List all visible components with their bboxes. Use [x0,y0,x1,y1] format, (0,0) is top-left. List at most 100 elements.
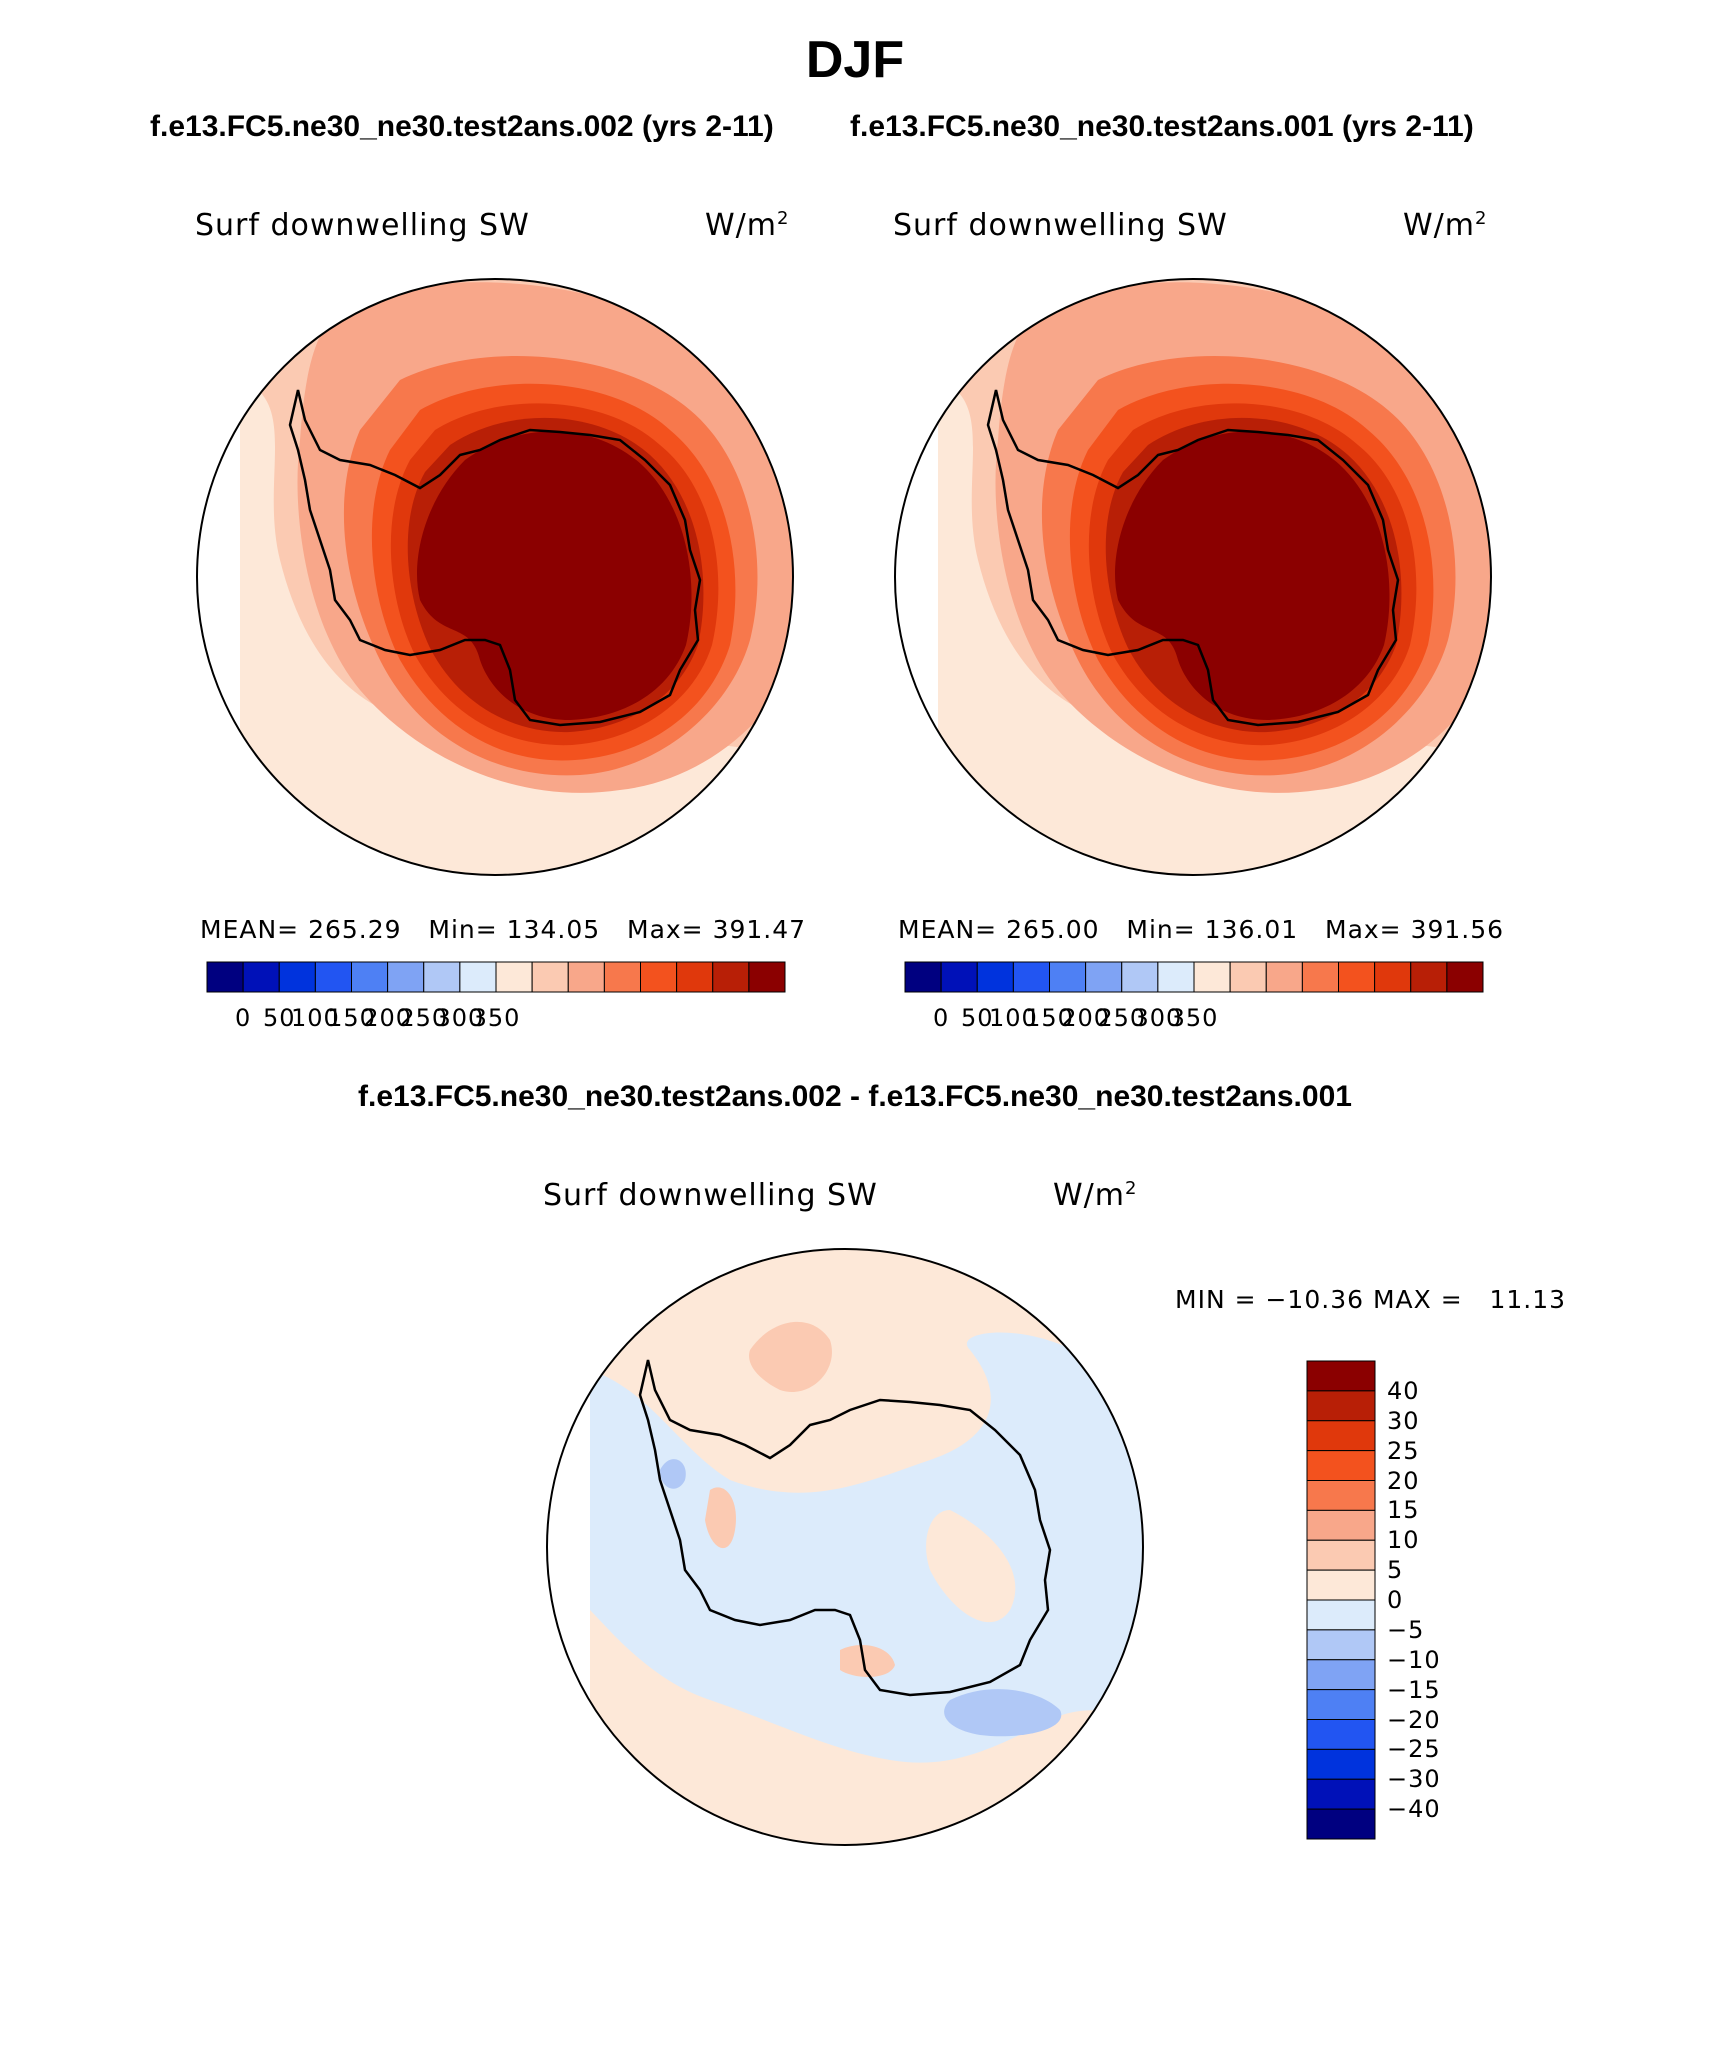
colorbar-tick-label: 30 [1387,1406,1420,1435]
colorbar-swatch [1306,1509,1376,1541]
colorbar-swatch [1306,1778,1376,1810]
colorbar-swatch [976,961,1014,993]
colorbar-tick-label: 20 [1387,1466,1420,1495]
colorbar-tick-label: −5 [1387,1615,1425,1644]
colorbar-swatch [351,961,389,993]
colorbar-tick-label: −40 [1387,1795,1441,1824]
colorbar-swatch [1306,1599,1376,1631]
case-title-left: f.e13.FC5.ne30_ne30.test2ans.002 (yrs 2-… [150,110,774,143]
colorbar-swatch [495,961,533,993]
colorbar-swatch [1121,961,1159,993]
colorbar-tick-label: −20 [1387,1705,1441,1734]
colorbar-swatch [314,961,352,993]
colorbar-swatch [1306,1539,1376,1571]
colorbar-swatch [459,961,497,993]
colorbar-swatch [603,961,641,993]
colorbar-swatch [1374,961,1412,993]
colorbar-swatch [1338,961,1376,993]
colorbar-tick-label: 200 [1061,1004,1111,1032]
colorbar-tick-label: 100 [988,1004,1038,1032]
right-units-label: W/m2 [1403,208,1488,243]
colorbar-tick-label: 40 [1387,1376,1420,1405]
case-title-right: f.e13.FC5.ne30_ne30.test2ans.001 (yrs 2-… [850,110,1474,143]
colorbar-swatch [242,961,280,993]
colorbar-swatch [1012,961,1050,993]
colorbar-tick-label: 50 [262,1004,296,1032]
difference-map [590,1250,1143,1845]
colorbar-swatch [640,961,678,993]
colorbar-swatch [1410,961,1448,993]
right-map-border [894,278,1492,876]
colorbar-swatch [1301,961,1339,993]
colorbar-swatch [1157,961,1195,993]
left-map [240,280,793,875]
colorbar-swatch [1306,1420,1376,1452]
colorbar-tick-label: −10 [1387,1645,1441,1674]
colorbar-swatch [748,961,786,993]
left-units-label: W/m2 [705,208,790,243]
colorbar-swatch [206,961,244,993]
colorbar-swatch [1446,961,1484,993]
colorbar-tick-label: 300 [435,1004,485,1032]
colorbar-swatch [567,961,605,993]
colorbar-tick-label: 50 [960,1004,994,1032]
main-title: DJF [805,31,905,89]
difference-units-label: W/m2 [1053,1178,1138,1213]
colorbar-swatch [676,961,714,993]
colorbar-swatch [1085,961,1123,993]
right-colorbar [904,961,1484,993]
difference-map-border [546,1248,1144,1846]
colorbar-tick-label: −25 [1387,1735,1441,1764]
colorbar-swatch [1306,1629,1376,1661]
colorbar-tick-label: −15 [1387,1675,1441,1704]
colorbar-tick-label: 350 [471,1004,521,1032]
colorbar-tick-label: 300 [1133,1004,1183,1032]
colorbar-swatch [387,961,425,993]
difference-colorbar [1306,1360,1376,1840]
left-colorbar [206,961,786,993]
colorbar-tick-label: 15 [1387,1496,1420,1525]
colorbar-tick-label: −30 [1387,1765,1441,1794]
colorbar-swatch [423,961,461,993]
colorbar-swatch [904,961,942,993]
colorbar-tick-label: 350 [1169,1004,1219,1032]
left-map-border [196,278,794,876]
colorbar-swatch [1306,1808,1376,1840]
colorbar-swatch [1306,1719,1376,1750]
colorbar-tick-label: 25 [1387,1436,1420,1465]
colorbar-tick-label: 250 [1097,1004,1147,1032]
colorbar-tick-label: 100 [290,1004,340,1032]
difference-minmax: MIN = −10.36 MAX = 11.13 [1175,1285,1567,1314]
colorbar-swatch [1306,1569,1376,1601]
colorbar-tick-label: 5 [1387,1556,1404,1585]
colorbar-tick-label: 150 [1025,1004,1074,1032]
colorbar-swatch [1049,961,1087,993]
colorbar-tick-label: 0 [932,1004,950,1032]
colorbar-swatch [1306,1689,1376,1720]
right-variable-label: Surf downwelling SW [893,208,1228,243]
right-stats: MEAN= 265.00 Min= 136.01 Max= 391.56 [898,915,1505,944]
colorbar-tick-label: 150 [327,1004,376,1032]
left-stats: MEAN= 265.29 Min= 134.05 Max= 391.47 [200,915,807,944]
colorbar-swatch [940,961,978,993]
colorbar-swatch [1306,1390,1376,1422]
colorbar-tick-label: 200 [363,1004,413,1032]
colorbar-swatch [1306,1659,1376,1691]
difference-title: f.e13.FC5.ne30_ne30.test2ans.002 - f.e13… [358,1080,1352,1113]
colorbar-swatch [1306,1360,1376,1392]
colorbar-tick-label: 0 [234,1004,252,1032]
colorbar-swatch [1306,1450,1376,1481]
left-variable-label: Surf downwelling SW [195,208,530,243]
difference-variable-label: Surf downwelling SW [543,1178,878,1213]
colorbar-swatch [712,961,750,993]
colorbar-swatch [1229,961,1267,993]
colorbar-tick-label: 10 [1387,1526,1420,1555]
colorbar-swatch [1193,961,1231,993]
colorbar-tick-label: 250 [399,1004,449,1032]
colorbar-swatch [531,961,569,993]
colorbar-tick-label: 0 [1387,1586,1404,1614]
colorbar-swatch [1265,961,1303,993]
right-map [938,280,1491,875]
colorbar-swatch [1306,1748,1376,1780]
